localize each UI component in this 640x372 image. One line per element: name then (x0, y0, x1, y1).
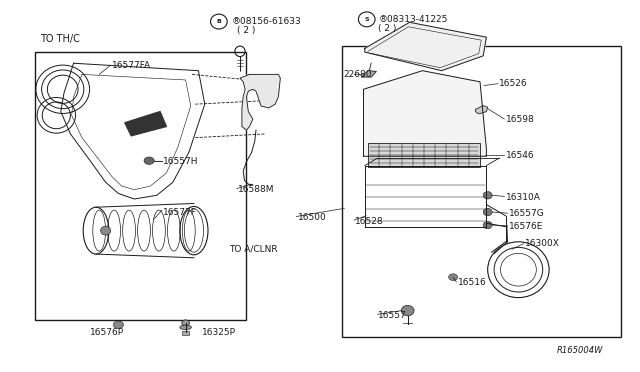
Text: S: S (364, 17, 369, 22)
Polygon shape (364, 71, 486, 156)
Bar (182, 331, 189, 335)
Text: 16325P: 16325P (202, 328, 236, 337)
Text: 16516: 16516 (458, 278, 486, 287)
Text: 16557H: 16557H (163, 157, 198, 166)
Text: R165004W: R165004W (557, 346, 603, 355)
Text: 22680: 22680 (343, 70, 372, 79)
Text: 16588M: 16588M (238, 185, 275, 194)
Bar (368, 143, 480, 167)
Text: ( 2 ): ( 2 ) (378, 24, 396, 33)
Text: 16300X: 16300X (525, 239, 559, 248)
Text: 16576P: 16576P (90, 328, 124, 337)
Text: 16526: 16526 (499, 79, 528, 88)
Polygon shape (476, 106, 488, 114)
Ellipse shape (144, 157, 154, 164)
Text: TO TH/C: TO TH/C (40, 34, 79, 44)
Ellipse shape (113, 321, 124, 328)
Text: 16310A: 16310A (506, 193, 540, 202)
Text: 16577FA: 16577FA (112, 61, 151, 70)
Text: 16528: 16528 (355, 217, 384, 226)
Ellipse shape (182, 320, 189, 326)
Text: TO A/CLNR: TO A/CLNR (229, 245, 278, 254)
Text: ( 2 ): ( 2 ) (237, 26, 255, 35)
Text: B: B (216, 19, 221, 24)
Text: ®08313-41225: ®08313-41225 (379, 15, 448, 24)
Ellipse shape (100, 226, 111, 235)
Text: 16598: 16598 (506, 115, 534, 124)
Polygon shape (240, 74, 280, 130)
Text: 16557: 16557 (378, 311, 406, 320)
Text: ®08156-61633: ®08156-61633 (232, 17, 301, 26)
Text: 16577F: 16577F (163, 208, 197, 217)
Ellipse shape (401, 305, 414, 316)
Text: 16557G: 16557G (509, 209, 545, 218)
Polygon shape (125, 112, 166, 136)
Bar (35, 52, 246, 320)
Ellipse shape (180, 325, 191, 330)
Polygon shape (365, 22, 486, 71)
Ellipse shape (483, 221, 492, 229)
Text: 16576E: 16576E (509, 222, 543, 231)
Polygon shape (362, 71, 376, 77)
Bar (342, 46, 621, 337)
Ellipse shape (449, 274, 458, 280)
Text: 16500: 16500 (298, 213, 326, 222)
Ellipse shape (483, 208, 492, 216)
Ellipse shape (483, 192, 492, 199)
Text: 16546: 16546 (506, 151, 534, 160)
